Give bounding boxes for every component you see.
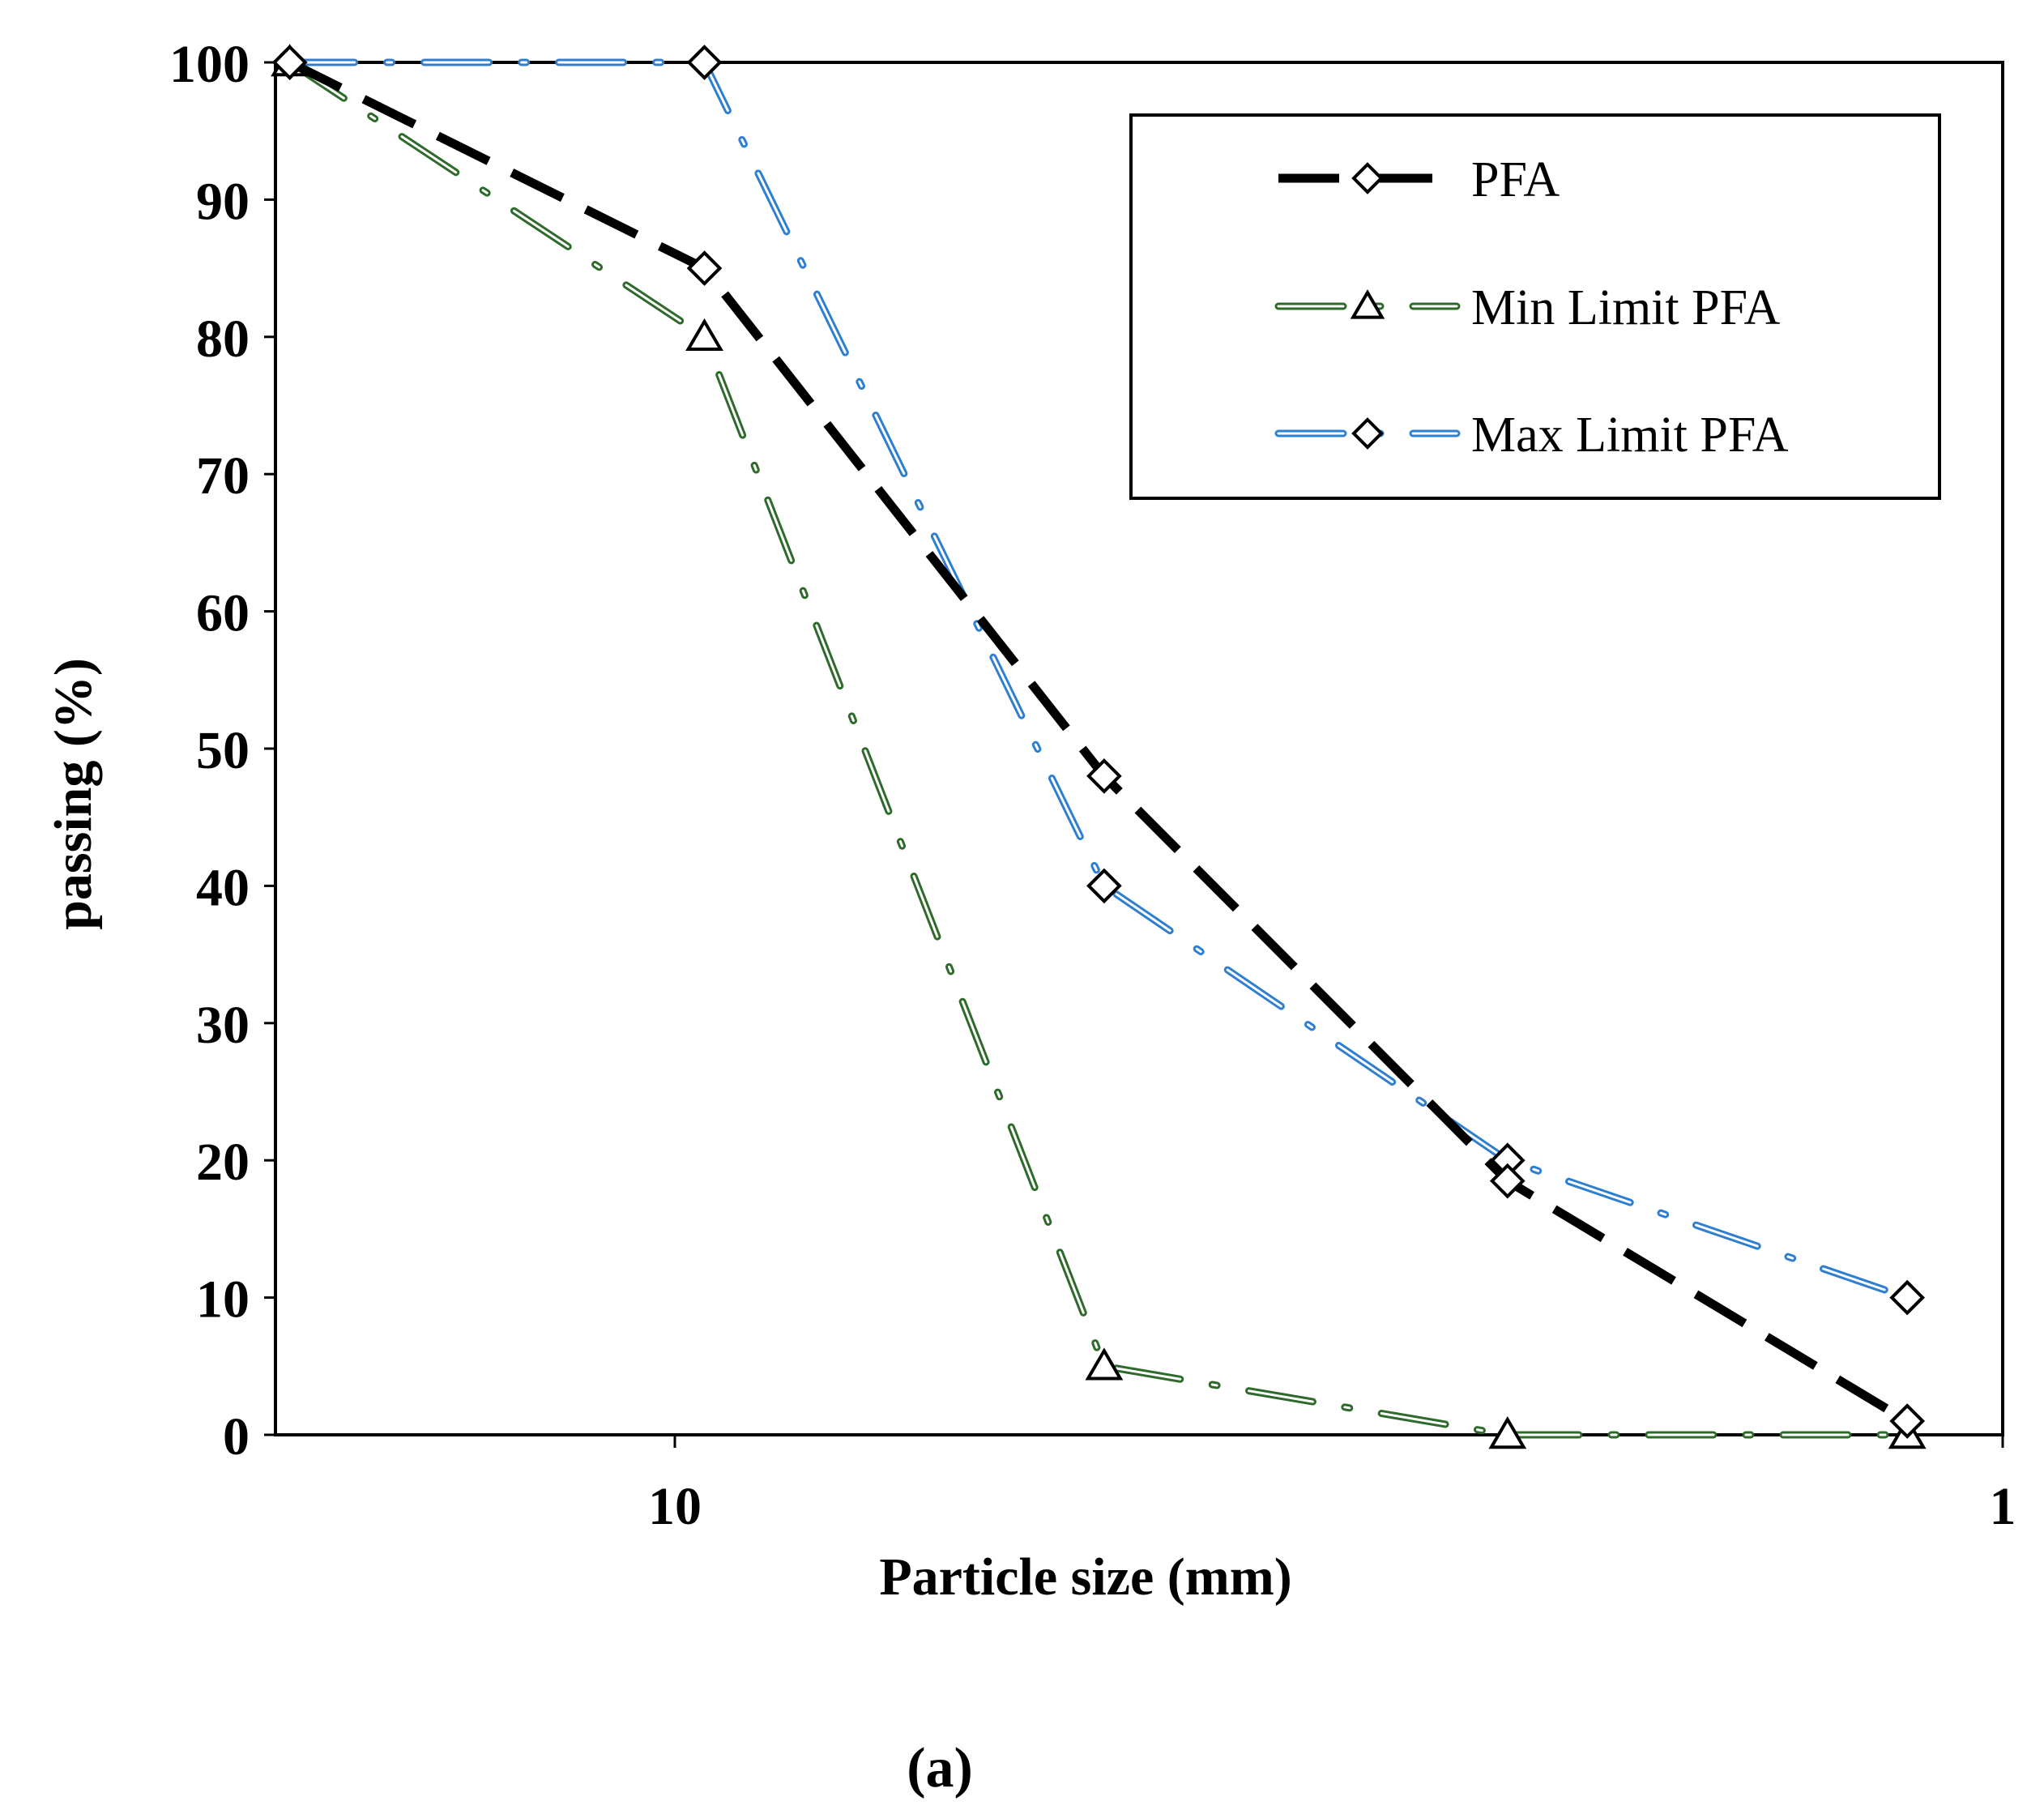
data-point <box>685 318 723 351</box>
data-point <box>1889 1403 1926 1439</box>
y-tick-label: 10 <box>196 1270 250 1330</box>
legend-box <box>1129 113 1941 500</box>
series-pfa <box>271 45 1926 1439</box>
x-axis-title: Particle size (mm) <box>879 1547 1291 1607</box>
data-point <box>1086 868 1122 904</box>
series-line-inner <box>288 61 1909 1300</box>
legend-label: Max Limit PFA <box>1471 408 1789 463</box>
y-tick-label: 80 <box>196 309 250 369</box>
y-tick-label: 60 <box>196 584 250 643</box>
data-point <box>686 45 723 80</box>
y-tick-label: 90 <box>196 172 250 231</box>
y-tick-label: 50 <box>196 721 250 780</box>
y-tick-label: 70 <box>196 446 250 506</box>
legend-item: PFA <box>1278 152 1560 207</box>
legend-item: Max Limit PFA <box>1274 408 1789 463</box>
y-tick-label: 30 <box>196 996 250 1055</box>
y-tick-label: 0 <box>223 1407 250 1466</box>
legend-marker <box>1351 417 1384 450</box>
data-point <box>1086 758 1122 794</box>
figure-caption: (a) <box>907 1737 973 1799</box>
y-axis-title: passing (%) <box>44 658 103 930</box>
legend-marker <box>1350 289 1385 319</box>
data-point <box>686 250 723 286</box>
x-tick-label: 1 <box>1990 1477 2016 1536</box>
y-axis: 0 10 20 30 40 50 60 70 80 90 100 <box>169 35 275 1466</box>
data-point <box>1488 1416 1527 1449</box>
x-tick-label: 10 <box>648 1477 702 1536</box>
legend-label: PFA <box>1471 152 1560 207</box>
legend: PFA Min Limit PFA Max Limit PFA <box>1129 113 1941 500</box>
data-point <box>1889 1279 1926 1316</box>
y-tick-label: 20 <box>196 1133 250 1192</box>
series-line-inner <box>288 61 1909 1436</box>
legend-label: Min Limit PFA <box>1471 280 1780 335</box>
y-tick-label: 40 <box>196 858 250 917</box>
x-axis: 10 1 <box>648 1435 2016 1536</box>
series-layer <box>271 44 1927 1449</box>
legend-item: Min Limit PFA <box>1274 280 1780 335</box>
data-point <box>271 45 308 80</box>
y-tick-label: 100 <box>169 35 250 94</box>
legend-marker <box>1351 162 1384 194</box>
data-point <box>1085 1347 1124 1381</box>
data-point <box>1489 1163 1526 1199</box>
